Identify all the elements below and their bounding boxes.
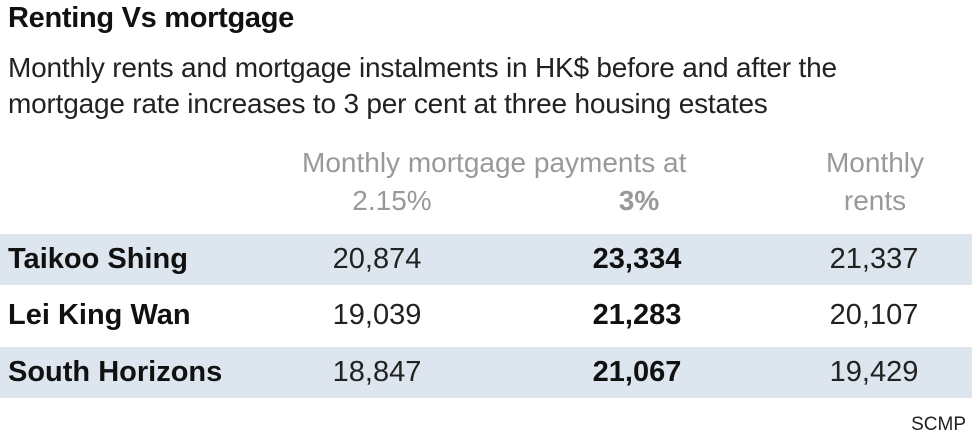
rent-value: 19,429: [829, 356, 919, 388]
estate-name: Lei King Wan: [8, 299, 191, 331]
mortgage-2-15-value: 19,039: [332, 299, 422, 331]
table-row: Lei King Wan 19,039 21,283 20,107: [0, 290, 972, 341]
source-credit: SCMP: [911, 414, 966, 435]
chart-title: Renting Vs mortgage: [8, 2, 294, 34]
mortgage-3-value: 23,334: [592, 243, 682, 275]
header-rate-2-15: 2.15%: [352, 185, 432, 216]
header-rate-3: 3%: [618, 185, 660, 216]
table-row: South Horizons 18,847 21,067 19,429: [0, 347, 972, 398]
rent-value: 21,337: [829, 243, 919, 275]
header-monthly-rents: Monthly rents: [825, 147, 925, 216]
rent-value: 20,107: [829, 299, 919, 331]
estate-name: South Horizons: [8, 356, 223, 388]
chart-subtitle: Monthly rents and mortgage instalments i…: [8, 52, 837, 119]
mortgage-3-value: 21,067: [592, 356, 682, 388]
table-row: Taikoo Shing 20,874 23,334 21,337: [0, 234, 972, 285]
estate-name: Taikoo Shing: [8, 243, 188, 275]
mortgage-2-15-value: 18,847: [332, 356, 422, 388]
mortgage-2-15-value: 20,874: [332, 243, 422, 275]
header-mortgage-group: Monthly mortgage payments at: [302, 147, 687, 178]
mortgage-3-value: 21,283: [592, 299, 682, 331]
